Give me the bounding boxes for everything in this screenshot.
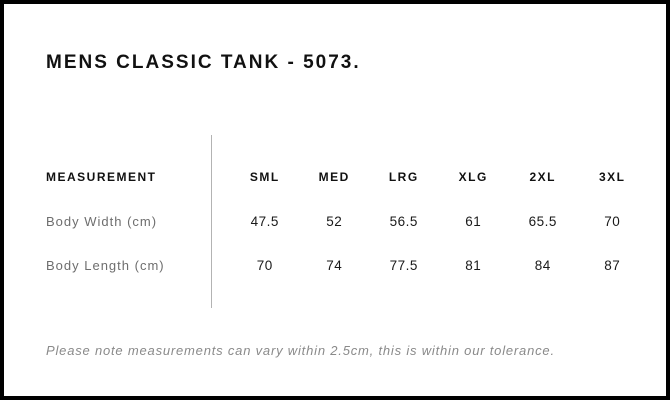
table-row-body-width: Body Width (cm) 47.5 52 56.5 61 65.5 70 bbox=[46, 199, 647, 243]
body-width-med-value: 52 bbox=[326, 213, 343, 229]
body-width-2xl-value: 65.5 bbox=[528, 213, 557, 229]
column-header-med: MED bbox=[318, 170, 350, 184]
column-header-2xl: 2XL bbox=[529, 170, 556, 184]
column-header-3xl: 3XL bbox=[598, 170, 626, 184]
body-length-sml-value: 70 bbox=[256, 257, 273, 273]
body-length-2xl-value: 84 bbox=[534, 257, 551, 273]
table-vertical-divider bbox=[211, 135, 212, 308]
body-width-sml-value: 47.5 bbox=[250, 213, 279, 229]
body-width-lrg-value: 56.5 bbox=[389, 213, 418, 229]
column-header-measurement: MEASUREMENT bbox=[46, 170, 157, 184]
body-length-xlg-value: 81 bbox=[465, 257, 482, 273]
body-length-3xl-value: 87 bbox=[604, 257, 621, 273]
size-table: MEASUREMENT SML MED LRG XLG 2XL 3XL Body… bbox=[46, 155, 647, 287]
row-label-body-length: Body Length (cm) bbox=[46, 257, 165, 273]
body-length-med-value: 74 bbox=[326, 257, 343, 273]
column-header-sml: SML bbox=[249, 170, 280, 184]
body-length-lrg-value: 77.5 bbox=[389, 257, 418, 273]
table-header-row: MEASUREMENT SML MED LRG XLG 2XL 3XL bbox=[46, 155, 647, 199]
page-title: MENS CLASSIC TANK - 5073. bbox=[46, 52, 361, 73]
tolerance-note: Please note measurements can vary within… bbox=[46, 343, 555, 358]
table-row-body-length: Body Length (cm) 70 74 77.5 81 84 87 bbox=[46, 243, 647, 287]
column-header-xlg: XLG bbox=[458, 170, 488, 184]
body-width-3xl-value: 70 bbox=[604, 213, 621, 229]
row-label-body-width: Body Width (cm) bbox=[46, 213, 158, 229]
body-width-xlg-value: 61 bbox=[465, 213, 482, 229]
column-header-lrg: LRG bbox=[388, 170, 419, 184]
